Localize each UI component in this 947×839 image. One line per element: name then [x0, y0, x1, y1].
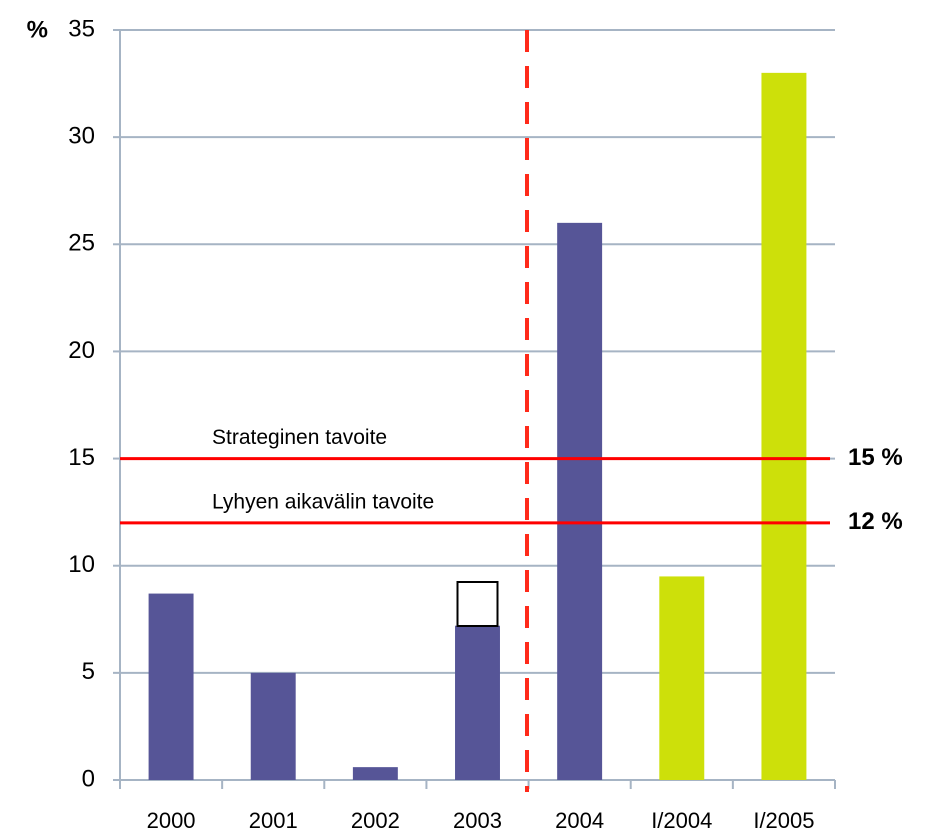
y-axis-label: % [27, 16, 48, 43]
bar [455, 625, 500, 780]
bar [659, 576, 705, 780]
y-tick-label: 10 [68, 551, 95, 578]
y-tick-label: 0 [82, 765, 95, 792]
x-tick-label: I/2004 [651, 808, 712, 833]
y-tick-label: 30 [68, 122, 95, 149]
bar [761, 72, 807, 781]
y-tick-label: 25 [68, 230, 95, 257]
x-tick-label: I/2005 [753, 808, 814, 833]
bar [557, 222, 603, 780]
x-tick-label: 2002 [351, 808, 400, 833]
y-tick-label: 5 [82, 658, 95, 685]
reference-label: 15 % [848, 444, 903, 471]
y-tick-label: 35 [68, 15, 95, 42]
x-tick-label: 2001 [249, 808, 298, 833]
bar [148, 593, 194, 780]
marker-box [456, 581, 499, 627]
bar [352, 767, 398, 780]
x-tick-label: 2000 [147, 808, 196, 833]
x-tick-label: 2004 [555, 808, 604, 833]
bar [250, 672, 296, 780]
reference-name: Lyhyen aikavälin tavoite [212, 490, 434, 513]
reference-name: Strateginen tavoite [212, 426, 387, 449]
x-tick-label: 2003 [453, 808, 502, 833]
y-tick-label: 20 [68, 337, 95, 364]
y-tick-label: 15 [68, 444, 95, 471]
reference-label: 12 % [848, 508, 903, 535]
